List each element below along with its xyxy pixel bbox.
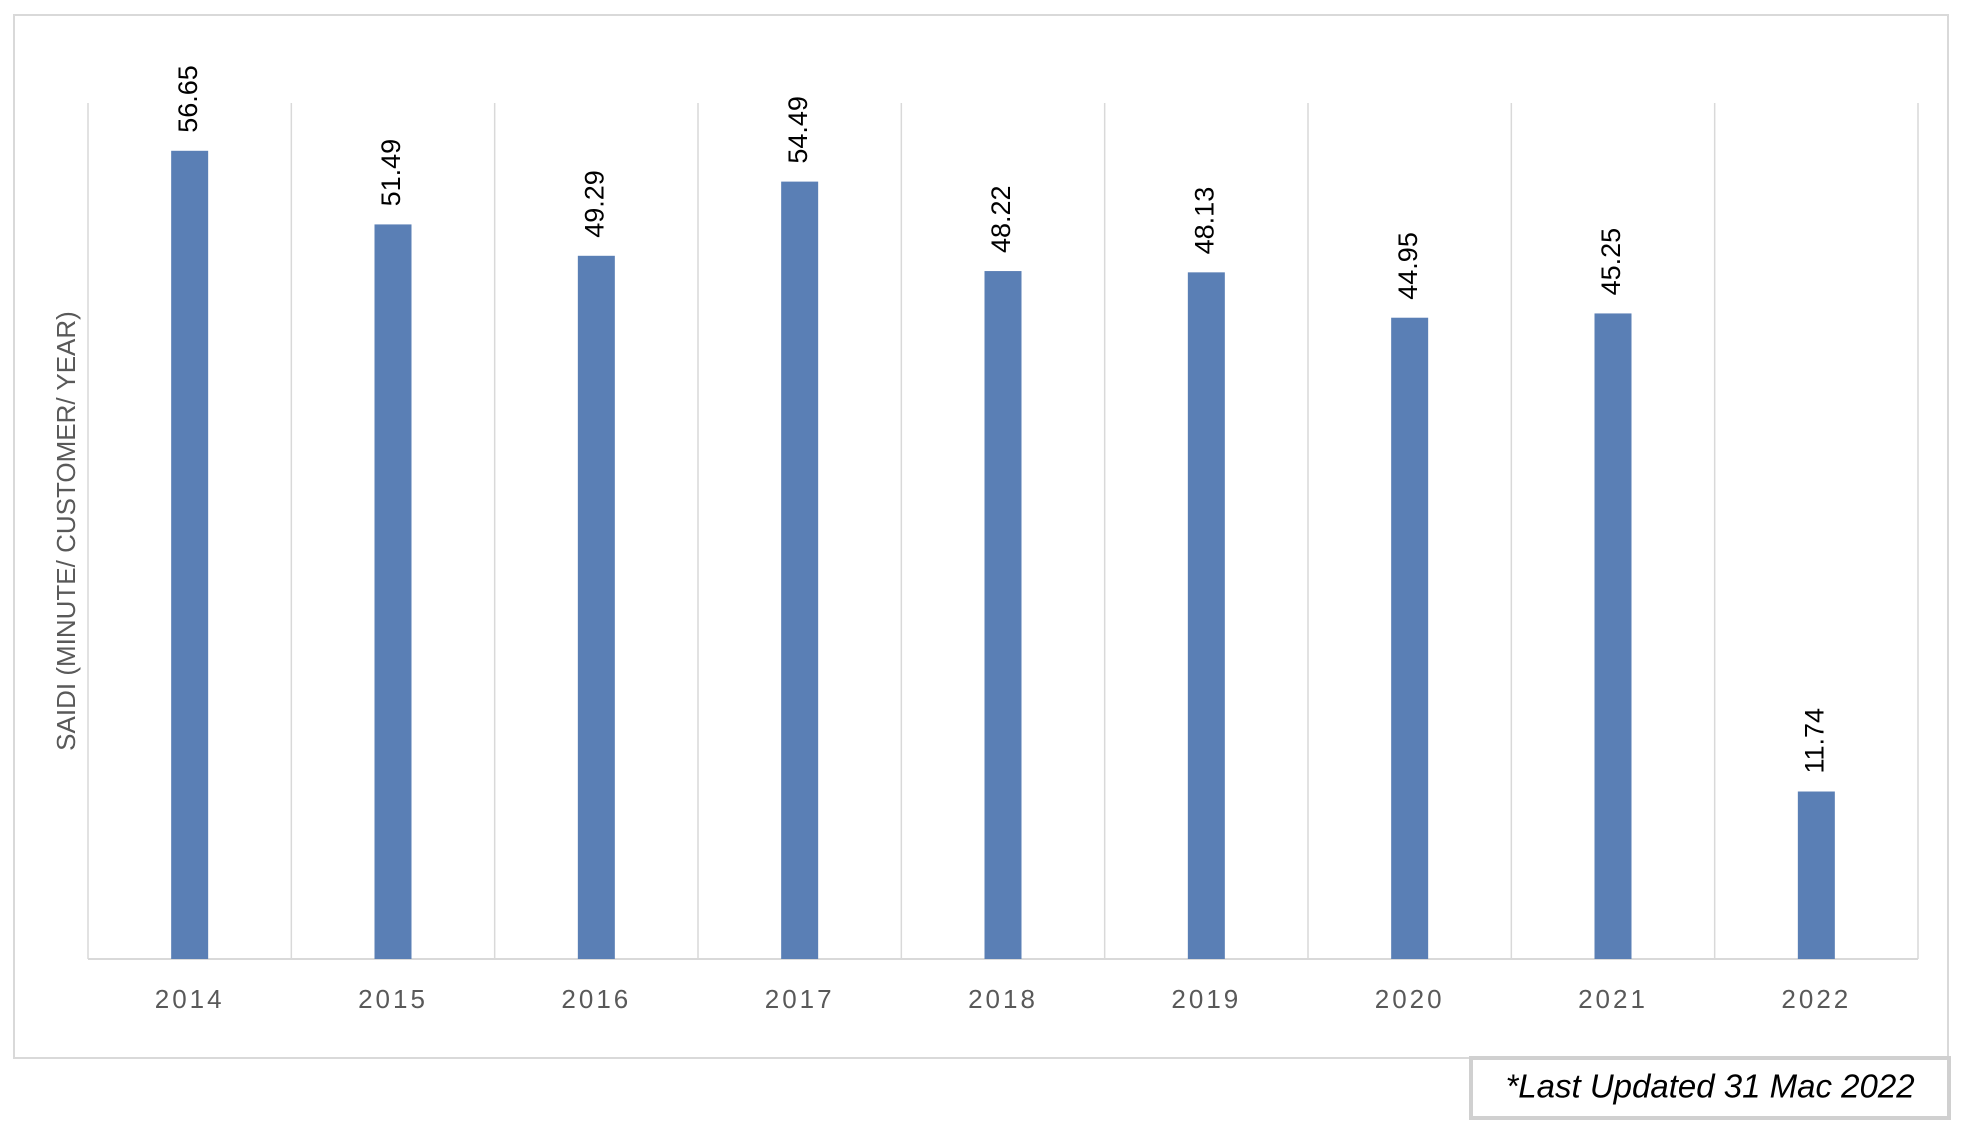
x-tick-label: 2021 [1578, 984, 1648, 1014]
bar [1391, 317, 1429, 959]
data-label: 11.74 [1799, 708, 1829, 774]
data-label: 51.49 [376, 139, 406, 207]
x-tick-label: 2020 [1375, 984, 1445, 1014]
x-tick-label: 2014 [155, 984, 225, 1014]
x-tick-label: 2015 [358, 984, 428, 1014]
bar [984, 271, 1022, 959]
bar [374, 224, 412, 960]
x-tick-label: 2016 [561, 984, 631, 1014]
data-label: 49.29 [579, 170, 609, 238]
chart-frame [13, 14, 1949, 1059]
data-label: 44.95 [1393, 232, 1423, 300]
x-tick-label: 2018 [968, 984, 1038, 1014]
footnote-box [1469, 1056, 1951, 1120]
y-axis-label: SAIDI (MINUTE/ CUSTOMER/ YEAR) [51, 311, 81, 751]
x-tick-label: 2017 [765, 984, 835, 1014]
bar [1797, 791, 1835, 959]
bar [577, 255, 615, 959]
bar [781, 181, 819, 960]
data-label: 54.49 [783, 96, 813, 164]
x-tick-label: 2022 [1781, 984, 1851, 1014]
data-label: 48.22 [986, 185, 1016, 253]
data-label: 45.25 [1596, 228, 1626, 296]
data-label: 48.13 [1189, 187, 1219, 255]
data-label: 56.65 [173, 65, 203, 133]
bar [1187, 272, 1225, 959]
footnote: *Last Updated 31 Mac 2022 [1505, 1068, 1914, 1105]
bar [171, 150, 209, 959]
bar [1594, 313, 1632, 959]
x-tick-label: 2019 [1171, 984, 1241, 1014]
